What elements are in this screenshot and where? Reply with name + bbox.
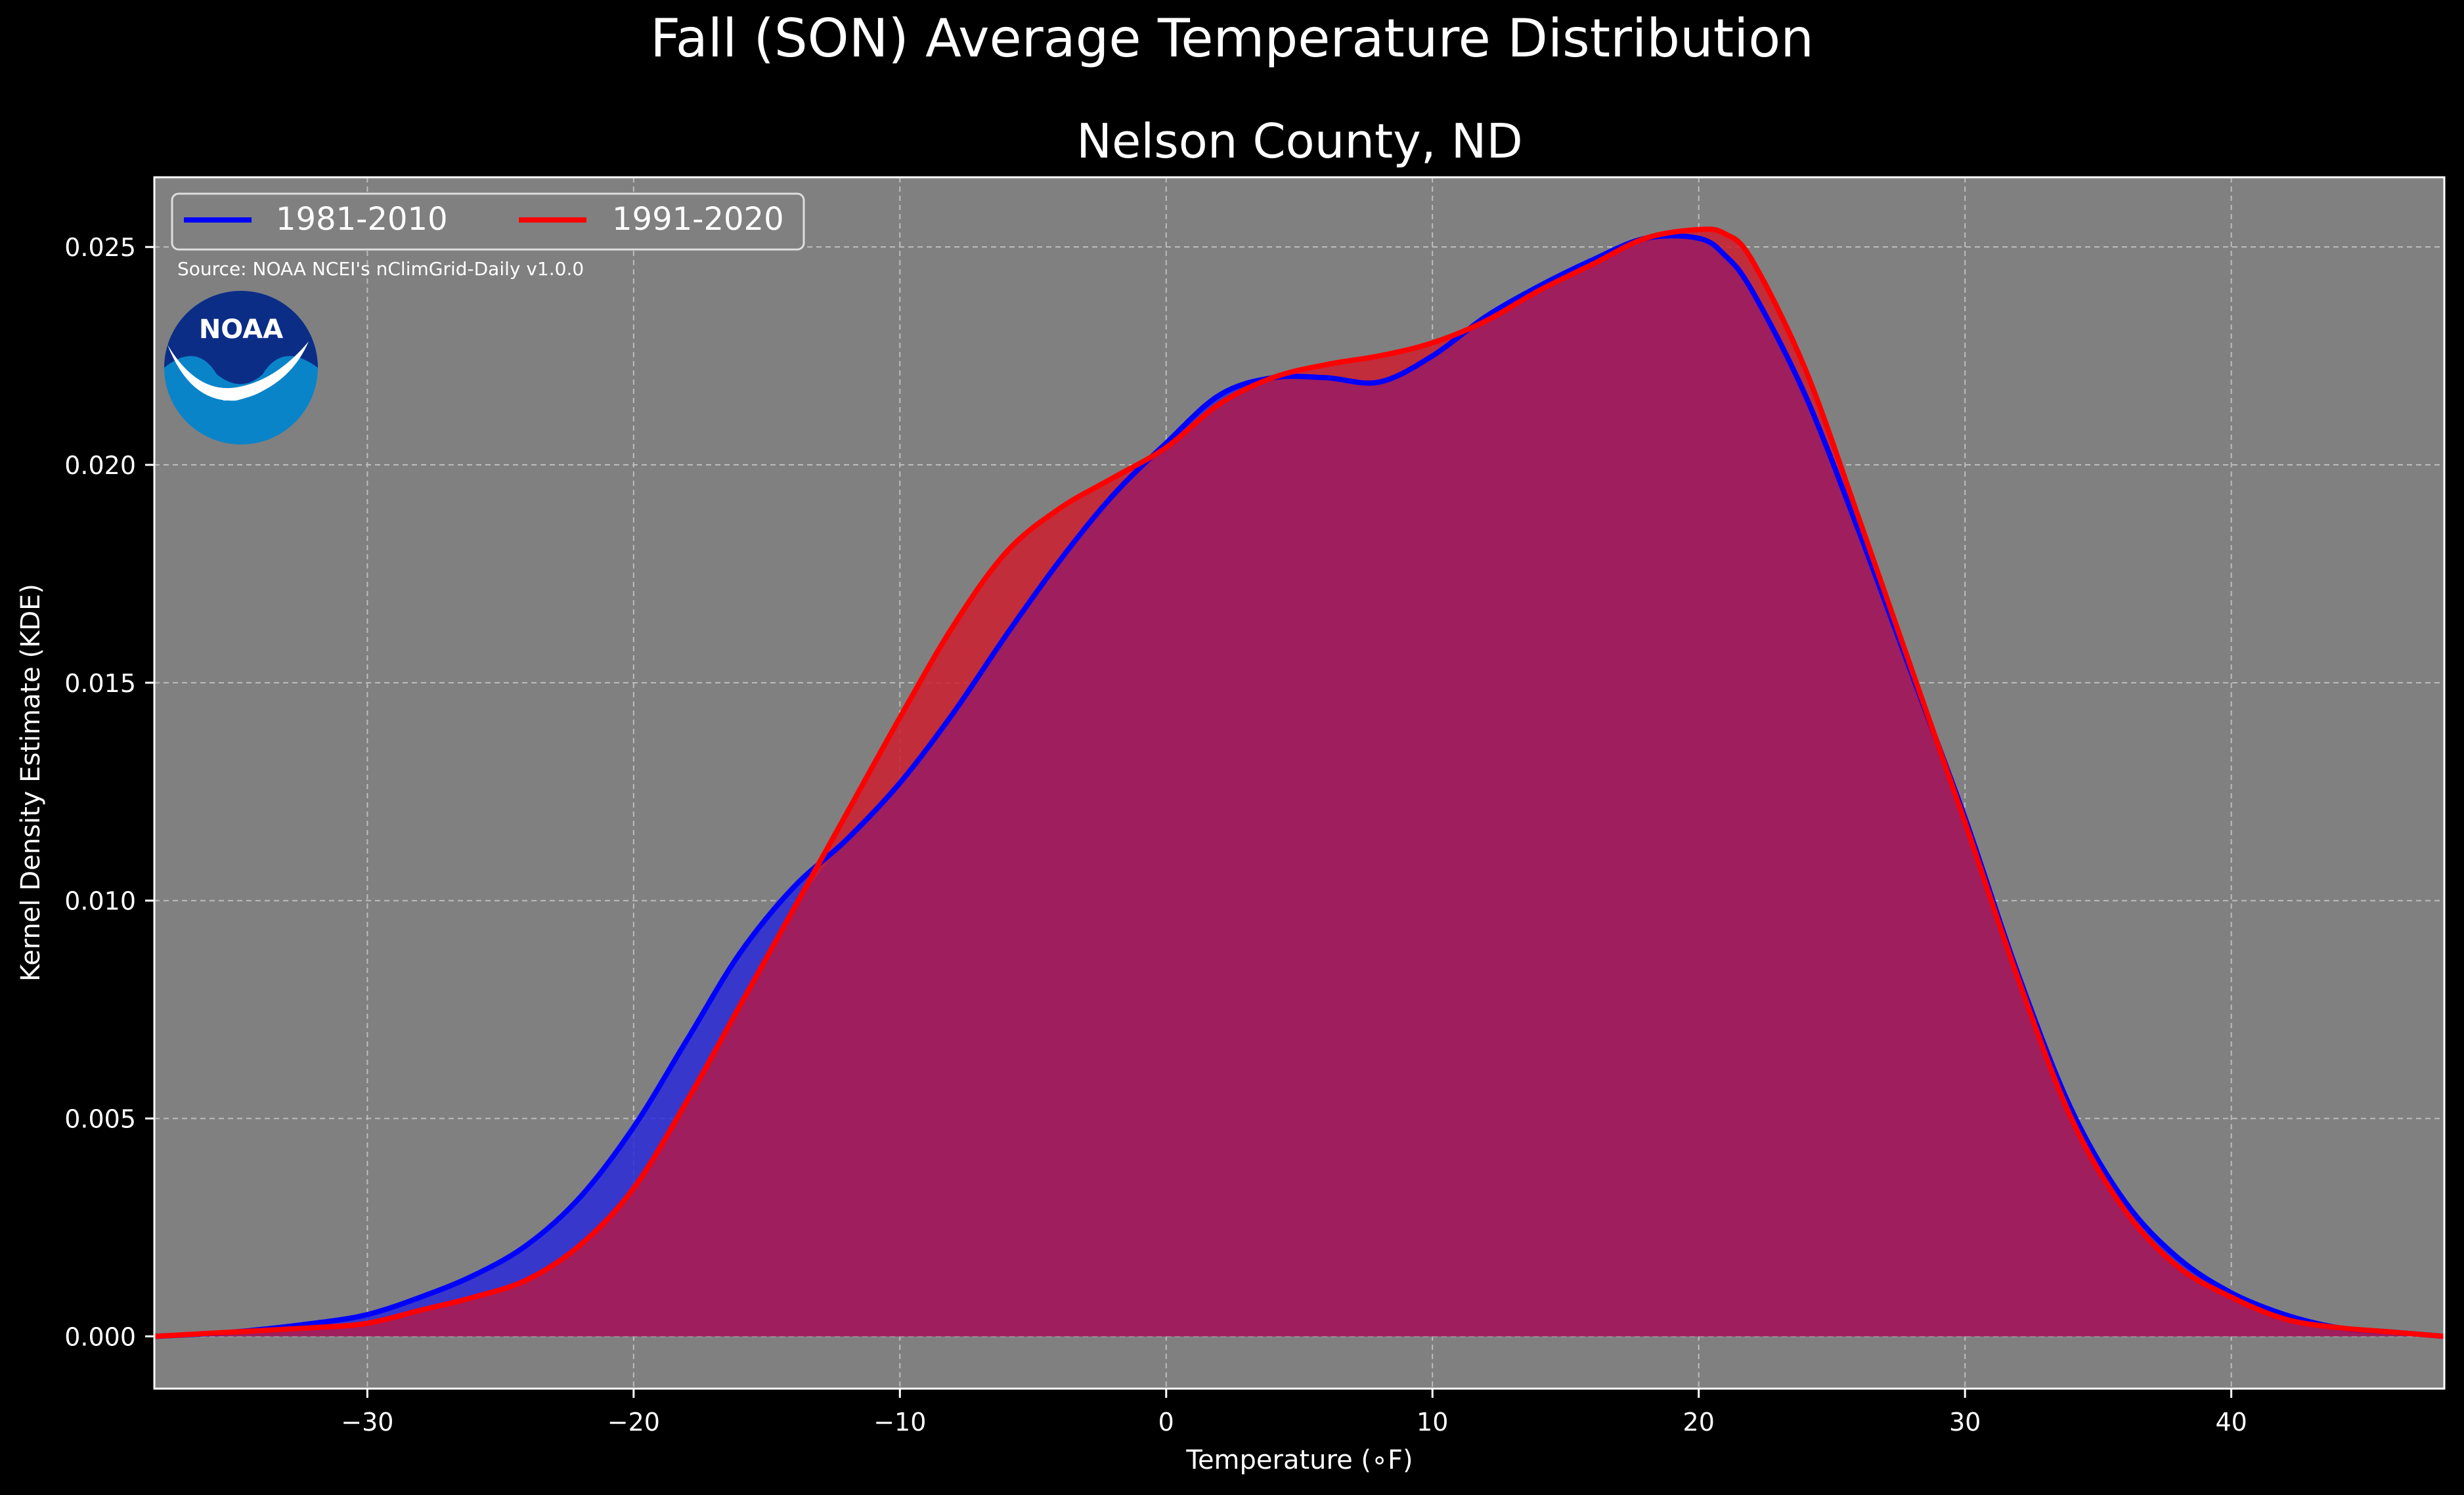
legend-label-1981-2010: 1981-2010 [276,201,448,238]
legend-label-1991-2020: 1991-2020 [612,201,784,238]
x-tick-label: −10 [873,1408,926,1437]
x-tick-label: 0 [1158,1408,1174,1437]
plot-frame [153,176,2446,1390]
y-tick-label: 0.005 [64,1105,136,1134]
y-tick-label: 0.025 [64,233,136,262]
y-tick-label: 0.000 [64,1322,136,1351]
x-tick-label: −30 [341,1408,393,1437]
chart-title: Fall (SON) Average Temperature Distribut… [650,8,1814,69]
x-tick-label: 10 [1417,1408,1448,1437]
plot-area [153,176,2446,1390]
y-axis-label: Kernel Density Estimate (KDE) [16,584,46,982]
source-note: Source: NOAA NCEI's nClimGrid-Daily v1.0… [177,258,584,280]
y-tick-label: 0.010 [64,887,136,916]
legend-box [171,192,805,251]
x-tick-label: 20 [1683,1408,1715,1437]
x-axis-label: Temperature (∘F) [1185,1445,1413,1475]
y-axis-ticks: 0.000 0.005 0.010 0.015 0.020 0.025 [64,233,154,1351]
density-lines [154,227,2445,1339]
noaa-logo-text: NOAA [199,314,283,345]
x-axis-ticks: −30 −20 −10 0 10 20 30 40 [341,1389,2247,1437]
density-fills [154,229,2444,1337]
chart-subtitle: Nelson County, ND [1076,114,1523,169]
y-tick-label: 0.015 [64,669,136,698]
area-overlap [154,235,2444,1337]
y-tick-label: 0.020 [64,451,136,480]
x-tick-label: 30 [1949,1408,1981,1437]
line-1991-2020 [154,227,2445,1339]
x-tick-label: 40 [2215,1408,2247,1437]
x-tick-label: −20 [607,1408,660,1437]
legend: 1981-2010 1991-2020 [171,192,805,251]
noaa-logo: NOAA [164,291,318,444]
